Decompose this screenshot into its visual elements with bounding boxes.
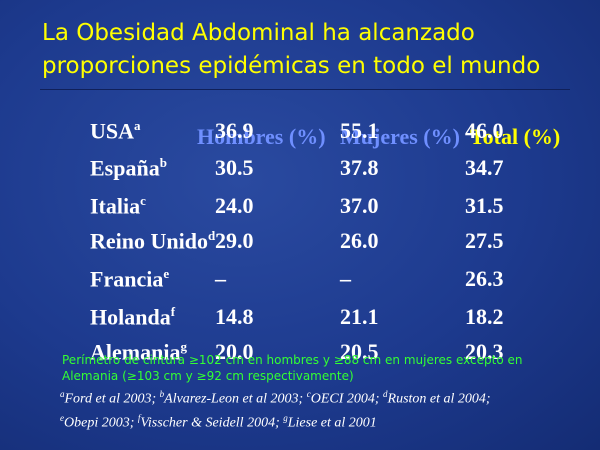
value-cell: – [215,266,226,291]
column-header: Total (%) [470,124,561,149]
country: Alemania [90,339,181,365]
footnote-mark: g [180,339,187,354]
reference-mark: g [283,412,288,423]
value-cell: 20.0 [215,339,254,364]
value-cell: 20.5 [340,339,379,364]
value-cell: 20.3 [465,339,504,364]
value-cell: 14.8 [215,304,254,329]
reference: OECI 2004; [310,391,384,407]
country: Reino Unido [90,228,208,254]
country: Holanda [90,304,171,330]
footnote-mark: c [140,193,146,208]
reference: Alvarez-Leon et al 2003; [164,391,307,407]
value-cell: 29.0 [215,228,254,253]
title-line: La Obesidad Abdominal ha alcanzado [42,20,475,46]
reference-mark: b [159,389,165,399]
reference-mark: c [306,389,311,399]
reference-mark: f [137,412,141,423]
reference-mark: a [60,389,65,399]
value-cell: 26.0 [340,228,379,253]
references: aFord et al 2003; bAlvarez-Leon et al 20… [60,385,500,432]
country-cell: Españab [90,155,167,181]
value-cell: 46.0 [465,118,504,143]
reference: Obepi 2003; [64,415,138,431]
footnote-mark: f [170,304,176,319]
reference: Ford et al 2003; [64,391,160,407]
column-header: Hombres (%) [197,124,326,149]
value-cell: 27.5 [465,228,504,253]
note: Perímetro de cintura ≥102 cm en hombres … [62,353,523,383]
value-cell: 21.1 [340,304,379,329]
value-cell: 26.3 [465,266,504,291]
value-cell: – [340,266,351,291]
country-cell: Reino Unidod [90,228,215,254]
reference-mark: d [383,389,388,399]
footnote-mark: d [207,228,216,243]
country: Italia [90,193,141,219]
value-cell: 36.9 [215,118,254,143]
reference: Ruston et al 2004; [387,391,491,407]
country-cell: Italiac [90,193,146,219]
footnote-mark: e [163,266,170,281]
value-cell: 18.2 [465,304,504,329]
reference-mark: e [60,412,64,423]
value-cell: 24.0 [215,193,254,218]
value-cell: 34.7 [465,155,504,180]
reference: Visscher & Seidell 2004; [140,415,284,431]
value-cell: 37.8 [340,155,379,180]
title-rule [40,89,570,90]
country-cell: Franciae [90,266,169,292]
value-cell: 31.5 [465,193,504,218]
value-cell: 30.5 [215,155,254,180]
value-cell: 37.0 [340,193,379,218]
country-cell: USAa [90,118,141,144]
reference: Liese et al 2001 [287,415,377,431]
column-header: Mujeres (%) [340,124,460,149]
country: España [90,155,160,181]
country-cell: Alemaniag [90,339,187,365]
footnote-mark: a [134,118,141,133]
country-cell: Holandaf [90,304,175,330]
country: USA [90,118,135,144]
footnote-mark: b [159,155,167,170]
value-cell: 55.1 [340,118,379,143]
title-line: proporciones epidémicas en todo el mundo [42,53,541,79]
country: Francia [90,266,164,292]
